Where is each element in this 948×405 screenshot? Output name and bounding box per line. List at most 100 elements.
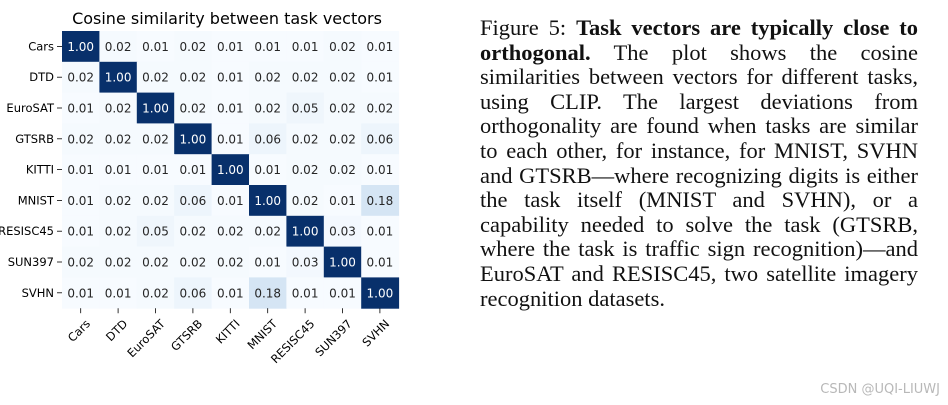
- heatmap-cell-0-8: [361, 31, 400, 63]
- heatmap-cell-0-6: [286, 31, 325, 63]
- heatmap-cell-8-6: [286, 277, 325, 309]
- heatmap-cell-label-0-1: 0.02: [105, 40, 132, 54]
- heatmap-cell-8-3: [174, 277, 213, 309]
- heatmap-cell-label-2-2: 1.00: [142, 102, 169, 116]
- heatmap-cell-1-5: [249, 61, 287, 94]
- heatmap-cell-8-8: [361, 277, 400, 309]
- caption-label: Figure 5:: [480, 15, 567, 40]
- heatmap-cell-2-3: [174, 92, 213, 124]
- heatmap-cell-label-5-7: 0.01: [329, 194, 356, 208]
- heatmap-cell-label-0-2: 0.01: [142, 40, 169, 54]
- heatmap-cell-label-8-6: 0.01: [292, 286, 319, 300]
- heatmap-cell-label-7-8: 0.01: [367, 256, 394, 270]
- heatmap-cell-label-5-0: 0.01: [67, 194, 94, 208]
- heatmap-cell-label-3-6: 0.02: [292, 132, 319, 146]
- heatmap-cell-label-8-2: 0.02: [142, 286, 169, 300]
- heatmap-cell-2-2: [136, 92, 175, 124]
- heatmap-cell-2-7: [323, 92, 362, 124]
- heatmap-cell-label-3-7: 0.02: [329, 132, 356, 146]
- x-tick-label-gtsrb: GTSRB: [168, 317, 205, 354]
- heatmap-cell-label-8-1: 0.01: [105, 286, 132, 300]
- heatmap-cell-label-8-7: 0.01: [329, 286, 356, 300]
- heatmap-cell-label-1-3: 0.02: [180, 71, 207, 85]
- heatmap-cell-8-7: [323, 277, 362, 309]
- heatmap-cell-0-1: [99, 31, 138, 63]
- heatmap-cell-label-5-3: 0.06: [180, 194, 207, 208]
- heatmap-cell-label-4-7: 0.02: [329, 163, 356, 177]
- heatmap-cell-1-0: [62, 61, 100, 94]
- heatmap-cell-label-2-7: 0.02: [329, 102, 356, 116]
- heatmap-cell-label-6-4: 0.02: [217, 225, 244, 239]
- heatmap-cell-2-5: [249, 92, 287, 124]
- heatmap-cell-label-6-0: 0.01: [67, 225, 94, 239]
- y-tick-label-mnist: MNIST: [18, 193, 55, 207]
- heatmap-cell-5-0: [62, 185, 100, 217]
- heatmap-cell-3-1: [99, 123, 138, 155]
- heatmap-cell-label-7-7: 1.00: [329, 256, 356, 270]
- y-tick-label-gtsrb: GTSRB: [15, 132, 54, 146]
- heatmap-cell-label-0-5: 0.01: [254, 40, 281, 54]
- heatmap-cell-3-8: [361, 123, 400, 155]
- cosine-similarity-heatmap: Cosine similarity between task vectors 1…: [0, 9, 400, 366]
- heatmap-cell-label-7-6: 0.03: [292, 256, 319, 270]
- heatmap-cell-label-5-6: 0.02: [292, 194, 319, 208]
- heatmap-cell-1-6: [286, 61, 325, 94]
- heatmap-cell-3-3: [174, 123, 213, 155]
- heatmap-cell-label-0-3: 0.02: [180, 40, 207, 54]
- heatmap-cell-6-2: [136, 215, 175, 248]
- x-tick-label-dtd: DTD: [103, 317, 130, 344]
- y-tick-labels: Cars DTD EuroSAT GTSRB KITTI MNIST RESISC45 SUN…: [0, 39, 62, 300]
- heatmap-cell-label-7-5: 0.01: [254, 256, 281, 270]
- heatmap-cell-7-2: [136, 246, 175, 278]
- chart-title: Cosine similarity between task vectors: [72, 9, 382, 28]
- heatmap-cell-label-6-5: 0.02: [254, 225, 281, 239]
- x-tick-label-cars: Cars: [65, 317, 93, 345]
- heatmap-cell-label-7-1: 0.02: [105, 256, 132, 270]
- heatmap-cell-label-0-0: 1.00: [67, 40, 94, 54]
- heatmap-cell-label-1-6: 0.02: [292, 71, 319, 85]
- heatmap-cell-label-3-3: 1.00: [180, 132, 207, 146]
- heatmap-cell-label-6-3: 0.02: [180, 225, 207, 239]
- heatmap-cell-label-2-1: 0.02: [105, 102, 132, 116]
- heatmap-cell-7-7: [323, 246, 362, 278]
- heatmap-cell-1-4: [211, 61, 250, 94]
- heatmap-cell-label-1-8: 0.01: [367, 71, 394, 85]
- heatmap-cell-1-1: [99, 61, 138, 94]
- heatmap-cell-label-2-3: 0.02: [180, 102, 207, 116]
- heatmap-cell-label-1-7: 0.02: [329, 71, 356, 85]
- x-tick-label-kitti: KITTI: [213, 317, 243, 347]
- heatmap-cell-label-3-1: 0.02: [105, 132, 132, 146]
- heatmap-cell-5-6: [286, 185, 325, 217]
- heatmap-cell-1-7: [323, 61, 362, 94]
- y-tick-label-svhn: SVHN: [22, 286, 54, 300]
- y-tick-label-dtd: DTD: [29, 70, 54, 84]
- heatmap-cell-label-8-3: 0.06: [180, 286, 207, 300]
- heatmap-cell-5-7: [323, 185, 362, 217]
- heatmap-cell-label-3-8: 0.06: [367, 132, 394, 146]
- heatmap-cell-6-4: [211, 215, 250, 248]
- heatmap-cell-label-6-8: 0.01: [367, 225, 394, 239]
- heatmap-cell-label-8-5: 0.18: [254, 286, 281, 300]
- heatmap-cell-6-0: [62, 215, 100, 248]
- heatmap-cell-7-3: [174, 246, 213, 278]
- heatmap-cell-6-5: [249, 215, 287, 248]
- heatmap-cell-8-4: [211, 277, 250, 309]
- heatmap-cell-label-1-2: 0.02: [142, 71, 169, 85]
- caption-body: The plot shows the cosine similarities b…: [480, 39, 918, 311]
- heatmap-cell-label-7-0: 0.02: [67, 256, 94, 270]
- heatmap-cell-5-8: [361, 185, 400, 217]
- heatmap-cell-7-4: [211, 246, 250, 278]
- heatmap-cell-7-0: [62, 246, 100, 278]
- heatmap-cell-8-1: [99, 277, 138, 309]
- heatmap-cell-label-5-2: 0.02: [142, 194, 169, 208]
- heatmap-cell-2-6: [286, 92, 325, 124]
- heatmap-cell-2-4: [211, 92, 250, 124]
- heatmap-cell-label-5-4: 0.01: [217, 194, 244, 208]
- heatmap-cell-label-1-4: 0.01: [217, 71, 244, 85]
- heatmap-cell-label-3-4: 0.01: [217, 132, 244, 146]
- watermark: CSDN @UQI-LIUWJ: [820, 382, 940, 397]
- heatmap-cell-label-3-2: 0.02: [142, 132, 169, 146]
- heatmap-cell-0-2: [136, 31, 175, 63]
- heatmap-cell-3-6: [286, 123, 325, 155]
- heatmap-cell-5-5: [249, 185, 287, 217]
